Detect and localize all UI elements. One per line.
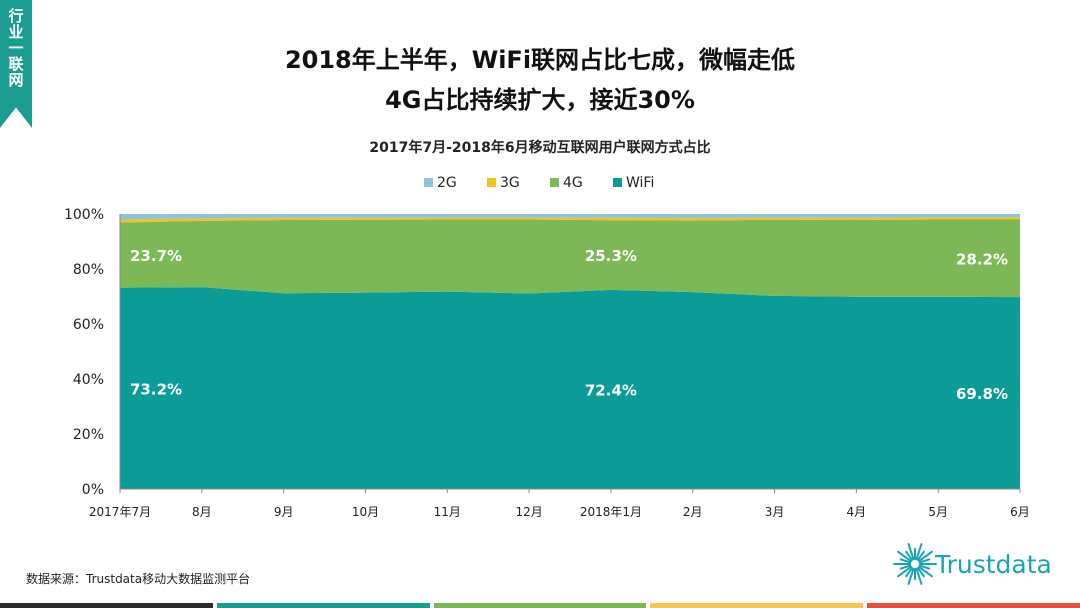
- area-series-4g: [120, 219, 1020, 298]
- logo-wordmark: Trustdata: [935, 550, 1052, 579]
- logo-ray: [916, 550, 925, 561]
- logo-ray: [899, 558, 912, 564]
- legend-swatch-4g: [550, 178, 559, 187]
- area-series-2g: [120, 214, 1020, 220]
- data-label-4g: 25.3%: [585, 247, 637, 265]
- logo-ray: [907, 567, 915, 585]
- x-tick-label: 4月: [847, 505, 867, 519]
- x-tick-label: 9月: [274, 505, 294, 519]
- logo-ray: [915, 543, 923, 561]
- x-tick-label: 8月: [192, 505, 212, 519]
- x-tick-label: 12月: [515, 505, 542, 519]
- logo-ray: [918, 565, 933, 578]
- area-series-wifi: [120, 287, 1020, 489]
- legend-label-2g: 2G: [437, 175, 457, 191]
- data-label-4g: 28.2%: [956, 250, 1008, 268]
- logo-ray: [918, 564, 931, 570]
- legend-swatch-wifi: [613, 178, 622, 187]
- data-source-note: 数据来源：Trustdata移动大数据监测平台: [26, 572, 251, 586]
- x-tick-label: 2018年1月: [580, 505, 642, 519]
- logo-ray: [905, 567, 914, 578]
- chart-title: 2017年7月-2018年6月移动互联网用户联网方式占比: [369, 140, 711, 156]
- y-tick-label: 80%: [73, 262, 104, 278]
- section-tag: 行业一联网: [0, 0, 32, 128]
- logo-ray: [915, 567, 923, 585]
- footer-color-bar: [0, 603, 1080, 608]
- data-label-4g: 23.7%: [130, 247, 182, 265]
- legend-label-4g: 4G: [563, 175, 583, 191]
- x-tick-label: 6月: [1010, 505, 1030, 519]
- trustdata-logo: Trustdata: [893, 536, 1068, 592]
- logo-ray: [907, 543, 915, 561]
- y-tick-label: 20%: [73, 427, 104, 443]
- data-label-wifi: 72.4%: [585, 381, 637, 399]
- area-series-3g: [120, 217, 1020, 223]
- logo-ray: [899, 564, 912, 570]
- y-tick-label: 40%: [73, 372, 104, 388]
- x-tick-label: 2月: [683, 505, 703, 519]
- footer-bar-segment-1: [0, 603, 213, 608]
- legend-swatch-2g: [424, 178, 433, 187]
- footer-bar-segment-4: [650, 603, 864, 608]
- page-title-line1: 2018年上半年，WiFi联网占比七成，微幅走低: [284, 46, 796, 74]
- logo-ray: [897, 550, 912, 563]
- page-title-line2: 4G占比持续扩大，接近30%: [385, 86, 695, 114]
- x-tick-label: 3月: [765, 505, 785, 519]
- x-tick-label: 2017年7月: [89, 505, 151, 519]
- logo-ray: [916, 567, 925, 578]
- logo-ray: [905, 550, 914, 561]
- logo-ray: [918, 550, 933, 563]
- footer-bar-segment-2: [216, 603, 430, 608]
- footer-bar-segment-5: [867, 603, 1080, 608]
- legend-swatch-3g: [487, 178, 496, 187]
- x-tick-label: 11月: [434, 505, 461, 519]
- legend-label-3g: 3G: [500, 175, 520, 191]
- data-label-wifi: 73.2%: [130, 380, 182, 398]
- footer-bar-segment-3: [433, 603, 647, 608]
- logo-ray: [897, 565, 912, 578]
- section-tag-text: 行业一联网: [6, 8, 25, 88]
- x-tick-label: 5月: [928, 505, 948, 519]
- starburst-logo-icon: [893, 543, 937, 585]
- x-tick-label: 10月: [352, 505, 379, 519]
- logo-ray: [918, 558, 931, 564]
- legend-label-wifi: WiFi: [626, 175, 654, 191]
- y-tick-label: 60%: [73, 317, 104, 333]
- data-label-wifi: 69.8%: [956, 385, 1008, 403]
- y-tick-label: 100%: [64, 207, 104, 223]
- y-tick-label: 0%: [82, 482, 104, 498]
